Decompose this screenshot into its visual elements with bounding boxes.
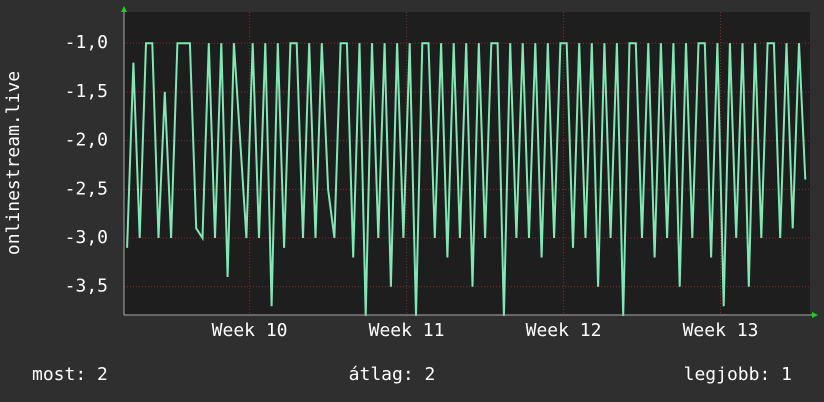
- y-tick-label: -3,5: [65, 276, 108, 297]
- y-tick-label: -2,5: [65, 178, 108, 199]
- y-tick-label: -2,0: [65, 130, 108, 151]
- footer-average: átlag: 2: [349, 364, 436, 385]
- y-tick-label: -1,0: [65, 32, 108, 53]
- x-tick-label: Week 13: [683, 320, 759, 341]
- footer-best: legjobb: 1: [684, 364, 792, 385]
- data-line: [126, 42, 807, 317]
- x-arrow: [812, 312, 818, 318]
- x-tick-label: Week 10: [212, 320, 288, 341]
- y-tick-label: -3,0: [65, 227, 108, 248]
- y-arrow: [121, 6, 127, 12]
- x-tick-label: Week 11: [369, 320, 445, 341]
- y-tick-label: -1,5: [65, 81, 108, 102]
- y-axis-label: onlinestream.live: [3, 71, 24, 255]
- lines: [126, 42, 807, 317]
- x-tick-label: Week 12: [526, 320, 602, 341]
- footer-current: most: 2: [32, 364, 108, 385]
